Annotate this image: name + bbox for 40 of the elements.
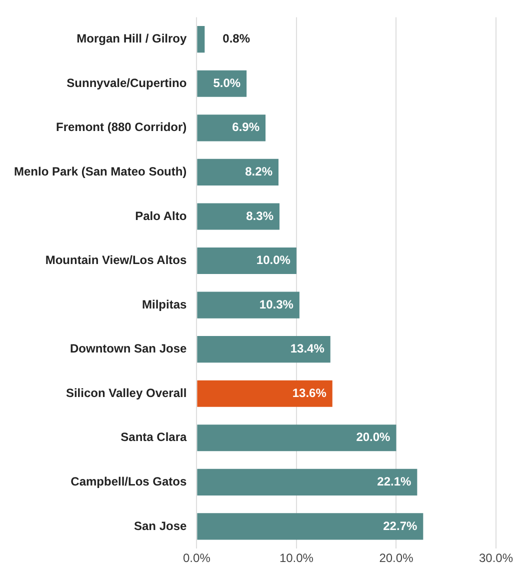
y-tick-label: Sunnyvale/Cupertino <box>66 76 187 90</box>
bar <box>197 513 424 540</box>
data-label: 10.0% <box>256 253 291 268</box>
bar <box>197 158 278 186</box>
x-tick-label: 20.0% <box>379 551 414 566</box>
data-label: 22.1% <box>377 474 412 488</box>
bar <box>197 26 205 53</box>
bar <box>197 114 266 142</box>
bar <box>197 468 418 496</box>
x-tick-label: 10.0% <box>279 551 314 566</box>
y-tick-label: Campbell/Los Gatos <box>70 474 187 488</box>
bar <box>197 336 330 363</box>
y-tick-label: Morgan Hill / Gilroy <box>76 32 187 46</box>
y-tick-label: Milpitas <box>142 297 188 312</box>
data-label: 10.3% <box>259 297 294 312</box>
data-label: 6.9% <box>232 120 260 134</box>
y-tick-label: Santa Clara <box>120 430 188 444</box>
data-label: 13.6% <box>292 386 327 400</box>
bar <box>197 380 332 407</box>
bar <box>197 247 296 274</box>
y-tick-label: Fremont (880 Corridor) <box>56 120 187 134</box>
y-tick-label: Menlo Park (San Mateo South) <box>14 164 187 179</box>
x-tick-label: 0.0% <box>183 551 211 566</box>
data-label: 13.4% <box>290 342 325 356</box>
x-tick-label: 30.0% <box>478 551 514 566</box>
bar <box>197 70 247 97</box>
y-tick-label: Downtown San Jose <box>70 342 187 356</box>
data-label: 22.7% <box>383 518 418 533</box>
y-tick-label: Silicon Valley Overall <box>66 386 187 400</box>
y-tick-label: Palo Alto <box>135 208 187 223</box>
data-label: 20.0% <box>356 430 391 444</box>
data-label: 8.2% <box>245 164 273 179</box>
bar <box>197 424 396 452</box>
data-label: 5.0% <box>213 76 241 90</box>
data-label: 8.3% <box>246 208 274 223</box>
y-tick-label: Mountain View/Los Altos <box>45 253 188 268</box>
bar <box>197 203 280 230</box>
y-tick-label: San Jose <box>134 518 187 533</box>
data-label: 0.8% <box>222 32 250 46</box>
bar <box>197 292 300 318</box>
